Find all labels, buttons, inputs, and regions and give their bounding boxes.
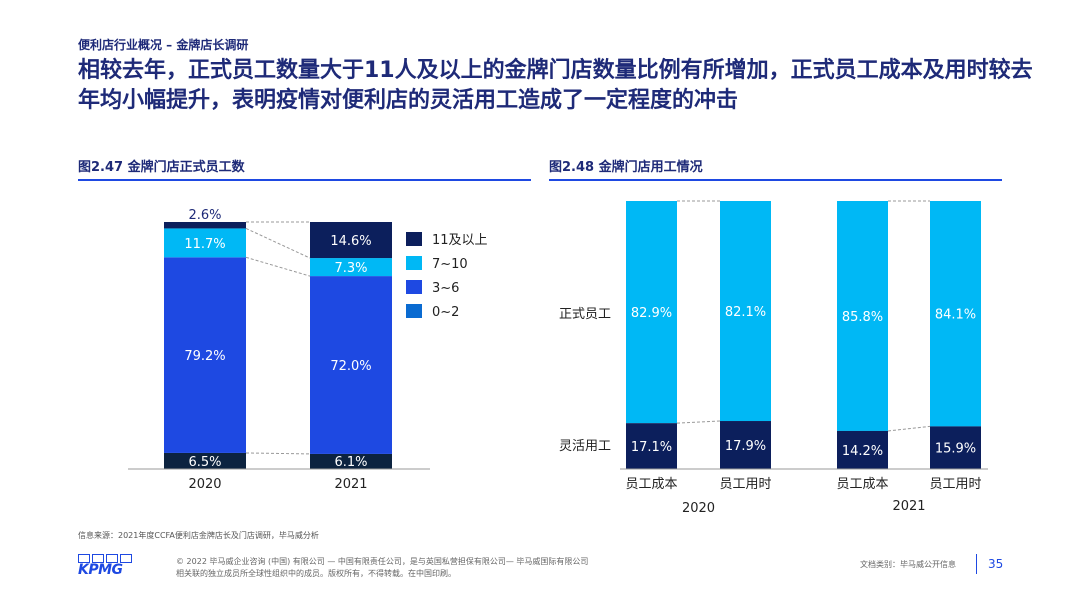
legend-label: 7~10 [432,257,468,272]
data-label: 17.1% [631,440,672,455]
source-note: 信息来源：2021年度CCFA便利店金牌店长及门店调研，毕马威分析 [78,531,319,540]
copyright-line-1: © 2022 毕马威企业咨询 (中国) 有限公司 — 中国有限责任公司，是与英国… [176,557,589,566]
bar-segment [164,452,246,469]
figure-2-48-rule [549,179,1002,181]
x-tick-label: 员工成本 [836,477,888,492]
group-label: 2021 [892,499,925,514]
data-label: 84.1% [935,308,976,323]
figure-2-47-title: 图2.47 金牌门店正式员工数 [78,160,245,175]
bar-segment [930,426,981,469]
bar-segment [164,228,246,258]
data-label: 6.1% [334,455,367,470]
figure-2-48-title: 图2.48 金牌门店用工情况 [549,160,703,175]
bar-segment [837,201,888,431]
logo-text: KPMG [78,562,123,578]
bar-segment [930,201,981,427]
copyright-line-2: 相关联的独立成员所全球性组织中的成员。版权所有，不得转载。在中国印刷。 [176,569,456,578]
data-label: 17.9% [725,439,766,454]
row-label: 正式员工 [559,307,611,322]
bar-segment [310,453,392,469]
legend-label: 0~2 [432,305,459,320]
group-label: 2020 [682,501,715,516]
data-label: 82.1% [725,305,766,320]
data-label: 85.8% [842,310,883,325]
data-label: 14.6% [330,234,371,249]
kpmg-logo: KPMG [78,554,134,578]
connector-line [676,420,721,424]
data-label: 82.9% [631,306,672,321]
bar-segment [720,201,771,422]
x-tick-label: 2020 [188,477,221,492]
legend-swatch [406,304,422,318]
page-title: 相较去年，正式员工数量大于11人及以上的金牌门店数量比例有所增加，正式员工成本及… [78,58,1033,113]
connector-line [245,452,311,455]
data-label: 72.0% [330,359,371,374]
bar-segment [626,201,677,424]
bar-segment [310,276,392,454]
copyright: © 2022 毕马威企业咨询 (中国) 有限公司 — 中国有限责任公司，是与英国… [176,556,588,580]
bar-segment [310,258,392,277]
bar-segment [837,430,888,469]
legend-label: 11及以上 [432,233,488,248]
data-label: 2.6% [188,208,221,223]
connector-line [887,425,931,432]
data-label: 7.3% [334,261,367,276]
legend-swatch [406,256,422,270]
connector-line [245,256,311,277]
x-tick-label: 2021 [334,477,367,492]
data-label: 15.9% [935,442,976,457]
legend-swatch [406,232,422,246]
bar-segment [310,222,392,259]
bar-segment [720,421,771,469]
data-label: 14.2% [842,444,883,459]
bar-segment [164,222,246,229]
row-label: 灵活用工 [559,439,611,454]
breadcrumb: 便利店行业概况 – 金牌店长调研 [78,38,249,52]
page-separator [976,554,977,574]
x-tick-label: 员工用时 [719,477,771,492]
figure-2-47-rule [78,179,531,181]
x-tick-label: 员工用时 [929,477,981,492]
connector-line [245,227,311,259]
data-label: 6.5% [188,455,221,470]
page-number: 35 [988,557,1004,571]
bar-segment [164,257,246,453]
bar-segment [626,423,677,469]
x-tick-label: 员工成本 [625,477,677,492]
data-label: 79.2% [184,349,225,364]
document-type: 文档类别：毕马威公开信息 [860,560,956,569]
data-label: 11.7% [184,237,225,252]
legend-label: 3~6 [432,281,459,296]
legend-swatch [406,280,422,294]
